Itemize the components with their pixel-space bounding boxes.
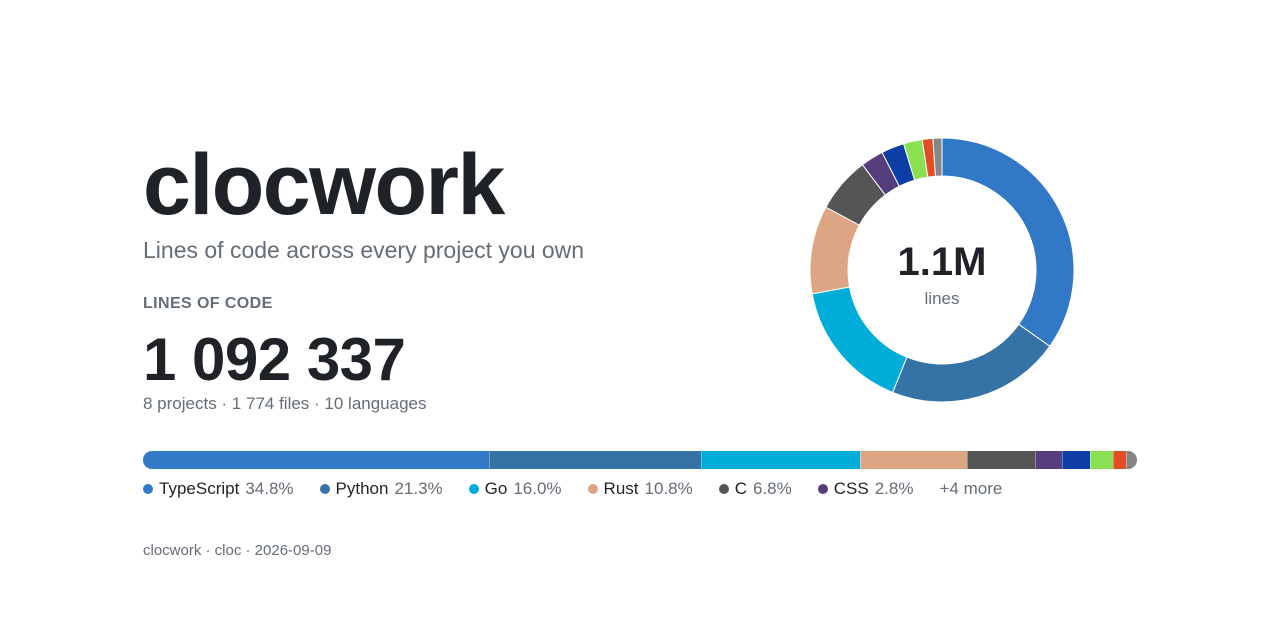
- donut-center-unit: lines: [924, 289, 960, 308]
- legend-item-c: C 6.8%: [718, 479, 792, 499]
- legend-item-rust: Rust 10.8%: [587, 479, 693, 499]
- legend-percent: 21.3%: [394, 479, 443, 498]
- legend-swatch: [468, 484, 479, 494]
- legend-swatch: [319, 484, 330, 494]
- donut-chart: 1.1M lines: [808, 136, 1076, 404]
- legend-item-python: Python 21.3%: [319, 479, 443, 499]
- legend-name: C: [734, 479, 747, 498]
- bar-segment-css: [1034, 451, 1063, 469]
- legend-name: Python: [335, 479, 389, 498]
- donut-slice-python: [891, 323, 1051, 403]
- donut-center-value: 1.1M: [897, 240, 987, 284]
- bar-segment-typescript: [143, 451, 489, 469]
- bar-segment-go: [700, 451, 860, 469]
- donut-slice-other-10: [932, 137, 943, 177]
- bar-segment-python: [488, 451, 701, 469]
- legend-name: CSS: [833, 479, 869, 498]
- metric-value: 1 092 337: [143, 326, 406, 393]
- legend-percent: 34.8%: [245, 479, 294, 498]
- bar-segment-c: [967, 451, 1035, 469]
- legend-percent: 6.8%: [753, 479, 792, 498]
- legend-item-typescript: TypeScript 34.8%: [143, 479, 294, 499]
- legend-swatch: [817, 484, 828, 494]
- donut-svg: [809, 137, 1075, 403]
- legend-swatch: [587, 484, 598, 494]
- metric-detail: 8 projects · 1 774 files · 10 languages: [143, 394, 427, 413]
- legend-swatch: [143, 484, 153, 494]
- bar-segment-other-8: [1090, 451, 1114, 469]
- app-title: clocwork: [143, 137, 505, 233]
- bar-segment-other-10: [1126, 451, 1137, 469]
- bar-segment-other-7: [1062, 451, 1091, 469]
- legend-name: TypeScript: [159, 479, 240, 498]
- donut-slice-typescript: [941, 137, 1075, 347]
- bar-segment-other-9: [1113, 451, 1127, 469]
- legend-swatch: [718, 484, 729, 494]
- page-subtitle: Lines of code across every project you o…: [143, 237, 585, 263]
- legend-percent: 2.8%: [874, 479, 914, 498]
- legend-name: Rust: [603, 479, 639, 498]
- footer-text: clocwork · cloc · 2026-09-09: [143, 542, 332, 559]
- bar-segment-rust: [859, 451, 967, 469]
- legend-percent: 16.0%: [513, 479, 562, 498]
- metric-label: LINES OF CODE: [143, 295, 273, 312]
- stacked-language-bar: [143, 451, 1137, 469]
- legend-more-link[interactable]: +4 more: [939, 479, 1003, 498]
- legend-name: Go: [484, 479, 508, 498]
- legend-item-go: Go 16.0%: [468, 479, 562, 499]
- legend-item-css: CSS 2.8%: [817, 479, 914, 499]
- legend-percent: 10.8%: [644, 479, 693, 498]
- language-legend: TypeScript 34.8% Python 21.3% Go 16.0% Rust 10.…: [143, 479, 1002, 499]
